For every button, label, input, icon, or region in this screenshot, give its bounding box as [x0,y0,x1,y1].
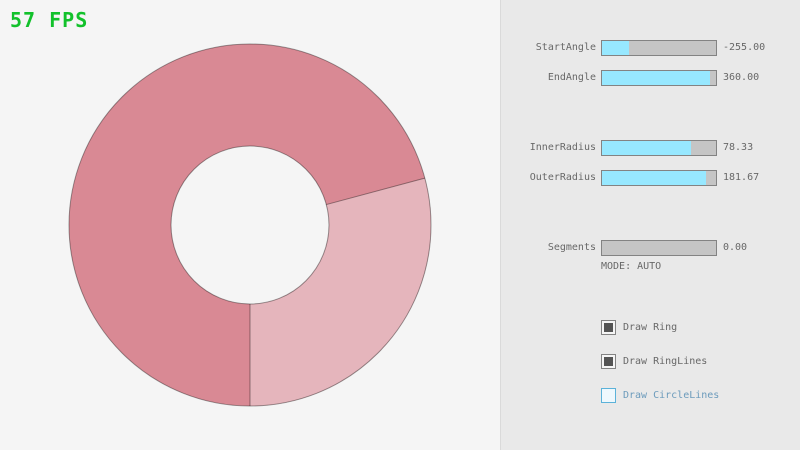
draw-ring-label: Draw Ring [623,322,678,333]
inner-radius-row: InnerRadius 78.33 [501,140,800,156]
end-angle-slider[interactable] [601,70,717,86]
end-angle-label: EndAngle [547,72,596,83]
drawing-canvas: 57 FPS [10,8,432,407]
draw-ringlines-checkbox[interactable] [601,354,616,369]
draw-ringlines-label: Draw RingLines [623,356,708,367]
outer-radius-row: OuterRadius 181.67 [501,170,800,186]
controls-panel: StartAngle -255.00 EndAngle 360.00 Inner… [500,0,800,450]
ring-inner-outline [170,145,330,305]
draw-circlelines-checkbox[interactable] [601,388,616,403]
end-angle-slider-fill [602,71,711,85]
end-angle-value: 360.00 [723,72,760,83]
ring-inner-hole [171,146,329,304]
inner-radius-label: InnerRadius [529,142,596,153]
draw-ringlines-row: Draw RingLines [501,354,800,369]
ring-graphic [68,43,432,407]
check-mark-icon [604,357,613,366]
segments-value: 0.00 [723,242,748,253]
segments-slider[interactable] [601,240,717,256]
fps-counter: 57 FPS [10,8,89,32]
draw-circlelines-label: Draw CircleLines [623,390,720,401]
start-angle-row: StartAngle -255.00 [501,40,800,56]
draw-ring-row: Draw Ring [501,320,800,335]
inner-radius-value: 78.33 [723,142,754,153]
outer-radius-value: 181.67 [723,172,760,183]
start-angle-slider-fill [602,41,630,55]
segments-row: Segments 0.00 [501,240,800,256]
inner-radius-slider-fill [602,141,691,155]
ring-outer-outline [68,43,432,407]
outer-radius-slider[interactable] [601,170,717,186]
segments-label: Segments [547,242,596,253]
ring-boundary-line-right [326,177,425,206]
start-angle-slider[interactable] [601,40,717,56]
inner-radius-slider[interactable] [601,140,717,156]
draw-circlelines-row: Draw CircleLines [501,388,800,403]
outer-radius-slider-fill [602,171,706,185]
start-angle-label: StartAngle [535,42,596,53]
start-angle-value: -255.00 [723,42,766,53]
end-angle-row: EndAngle 360.00 [501,70,800,86]
draw-ring-checkbox[interactable] [601,320,616,335]
segments-mode-text: MODE: AUTO [601,261,662,272]
outer-radius-label: OuterRadius [529,172,596,183]
check-mark-icon [604,323,613,332]
ring-single-segment [250,178,431,406]
